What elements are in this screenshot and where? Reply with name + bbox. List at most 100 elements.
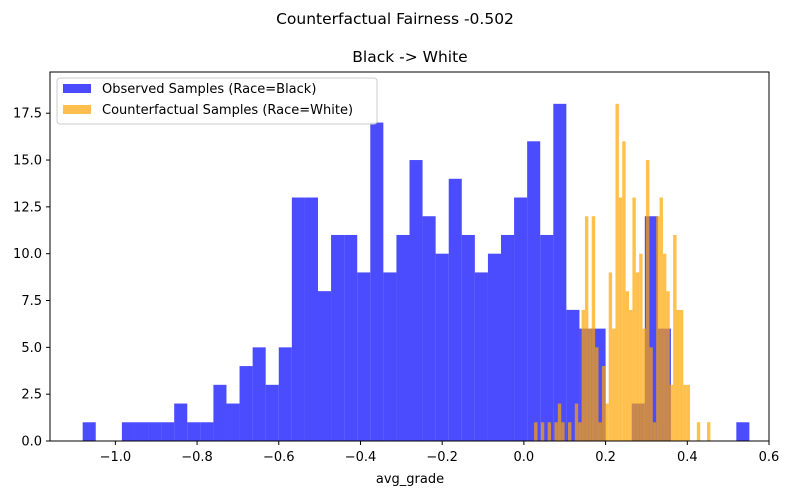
observed-bar [148, 422, 162, 441]
counterfactual-bar [673, 234, 677, 441]
counterfactual-bar [652, 422, 657, 441]
observed-bar [409, 160, 423, 442]
x-axis-label: avg_grade [376, 472, 444, 487]
counterfactual-bar [554, 422, 558, 441]
x-tick-label: −0.8 [181, 450, 213, 465]
counterfactual-bar [676, 309, 680, 441]
observed-bar [187, 422, 201, 441]
counterfactual-bar [547, 422, 552, 441]
x-tick-label: 0.4 [677, 450, 698, 465]
counterfactual-bar [707, 422, 711, 441]
observed-bar [422, 216, 436, 441]
observed-bar [474, 272, 488, 441]
observed-bar [383, 272, 397, 441]
counterfactual-bar [669, 384, 674, 441]
observed-bar [527, 141, 541, 442]
observed-bar [239, 366, 253, 441]
counterfactual-bar [584, 216, 589, 441]
counterfactual-bar [557, 403, 562, 441]
counterfactual-bars [534, 103, 711, 442]
x-tick-label: −1.0 [100, 450, 132, 465]
counterfactual-bar [605, 403, 609, 441]
counterfactual-bar [595, 347, 599, 441]
legend-label-observed: Observed Samples (Race=Black) [102, 82, 316, 97]
counterfactual-bar [591, 216, 596, 441]
counterfactual-bar [639, 253, 643, 441]
legend-swatch-observed [63, 84, 91, 93]
counterfactual-bar [642, 328, 646, 441]
figure-suptitle: Counterfactual Fairness -0.502 [276, 10, 514, 28]
y-tick-label: 17.5 [13, 107, 42, 122]
x-tick-label: 0.0 [514, 450, 535, 465]
observed-bar [265, 384, 279, 441]
observed-bar [278, 347, 292, 441]
observed-bar [134, 422, 149, 441]
axes-title: Black -> White [352, 48, 467, 66]
y-tick-label: 2.5 [21, 388, 42, 403]
counterfactual-bar [696, 422, 701, 441]
counterfactual-bar [686, 384, 691, 441]
counterfactual-bar [618, 197, 623, 441]
plot-frame [49, 71, 770, 442]
counterfactual-bar [540, 422, 545, 441]
observed-bar [396, 234, 410, 441]
counterfactual-bar [608, 272, 613, 441]
observed-bar [435, 253, 449, 441]
observed-bar [553, 103, 567, 441]
counterfactual-bar [666, 291, 670, 441]
observed-bar [501, 234, 515, 441]
observed-bar [213, 384, 227, 441]
observed-bar [461, 234, 475, 441]
legend-swatch-counterfactual [63, 105, 91, 114]
counterfactual-bar [588, 328, 592, 441]
y-tick-label: 12.5 [13, 200, 42, 215]
x-tick-label: −0.2 [426, 450, 458, 465]
y-axis-ticks: 0.0 2.5 5.0 7.5 10.0 12.5 15.0 17.5 [13, 107, 50, 450]
counterfactual-bar [615, 103, 619, 441]
x-tick-label: −0.4 [345, 450, 377, 465]
legend: Observed Samples (Race=Black) Counterfac… [56, 77, 378, 125]
observed-bar [331, 234, 345, 441]
observed-bar [514, 197, 528, 441]
observed-bar [487, 253, 502, 441]
observed-bar [161, 422, 175, 441]
counterfactual-bar [662, 253, 667, 441]
counterfactual-bar [612, 328, 616, 441]
observed-bar [226, 403, 240, 441]
observed-bar [448, 178, 462, 441]
counterfactual-bar [659, 197, 663, 441]
counterfactual-bar [629, 309, 633, 441]
observed-bar [317, 291, 332, 441]
counterfactual-bar [649, 347, 653, 441]
observed-bar [736, 422, 750, 441]
counterfactual-bar [679, 309, 684, 441]
observed-bar [200, 422, 214, 441]
observed-bar [291, 197, 305, 441]
x-tick-label: 0.6 [759, 450, 780, 465]
observed-bar [121, 422, 135, 441]
counterfactual-bar [625, 291, 630, 441]
counterfactual-bar [574, 403, 579, 441]
counterfactual-bar [635, 272, 640, 441]
counterfactual-bar [683, 384, 687, 441]
x-tick-label: −0.6 [263, 450, 295, 465]
counterfactual-bar [581, 309, 585, 441]
counterfactual-bar [656, 216, 660, 441]
y-tick-label: 0.0 [21, 435, 42, 450]
observed-bar [174, 403, 188, 441]
counterfactual-bar [561, 422, 565, 441]
observed-bar [370, 122, 384, 441]
counterfactual-bar [598, 422, 602, 441]
y-tick-label: 5.0 [21, 341, 42, 356]
legend-label-counterfactual: Counterfactual Samples (Race=White) [102, 103, 353, 118]
observed-bar [82, 422, 96, 441]
counterfactual-bar [622, 141, 626, 442]
y-tick-label: 15.0 [13, 154, 42, 169]
y-tick-label: 7.5 [21, 294, 42, 309]
legend-frame [56, 77, 378, 125]
counterfactual-bar [578, 422, 582, 441]
observed-bar [252, 347, 266, 441]
counterfactual-bar [645, 160, 650, 442]
